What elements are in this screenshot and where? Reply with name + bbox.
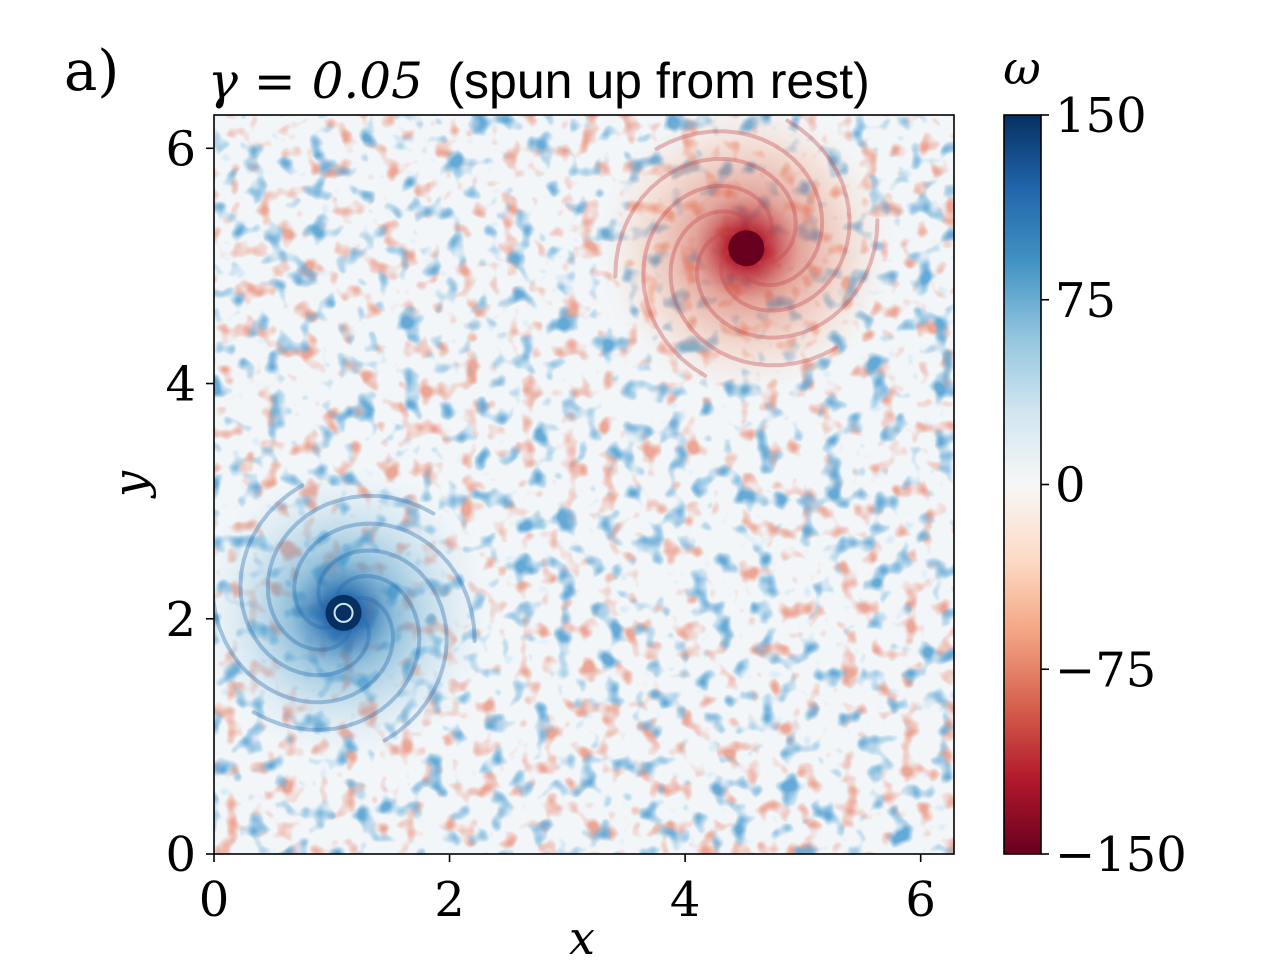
- colorbar: [1004, 115, 1041, 854]
- colorbar-axis: 150 75 0 −75 −150: [1041, 88, 1187, 883]
- x-tick-label: 4: [670, 872, 701, 928]
- x-tick-label: 0: [199, 872, 230, 928]
- cyclone-vortex-arm: [292, 521, 477, 643]
- y-tick-label: 0: [165, 827, 196, 883]
- y-tick-label: 4: [165, 357, 196, 413]
- colorbar-label: ω: [1003, 41, 1041, 95]
- anticyclone-vortex-arm: [613, 156, 798, 279]
- cyclone-vortex-arm: [265, 493, 436, 652]
- x-tick-label: 6: [905, 872, 936, 928]
- title-math: γ = 0.05: [208, 52, 423, 110]
- anticyclone-vortex-arm: [654, 129, 825, 288]
- anticyclone-vortex-arm: [694, 218, 880, 340]
- cyclone-vortex-arm: [238, 483, 371, 678]
- y-axis: 0 2 4 6: [165, 121, 214, 883]
- cyclone-vortex-core: [325, 594, 362, 631]
- cyclone-vortex-arm: [316, 548, 449, 743]
- colorbar-tick-label: 150: [1055, 88, 1147, 144]
- colorbar-tick-label: 75: [1055, 273, 1116, 329]
- title-text: (spun up from rest): [447, 53, 869, 109]
- colorbar-tick-label: 0: [1055, 458, 1086, 514]
- vorticity-heatmap: [214, 115, 954, 854]
- cyclone-vortex-arm: [214, 583, 395, 705]
- y-axis-label: y: [103, 470, 157, 499]
- colorbar-tick-label: −150: [1055, 827, 1187, 883]
- anticyclone-vortex-core: [728, 230, 765, 267]
- panel-label: a): [64, 39, 119, 104]
- plot-frame: [213, 114, 955, 855]
- x-tick-label: 2: [434, 872, 465, 928]
- colorbar-tick-label: −75: [1055, 642, 1156, 698]
- anticyclone-vortex-arm: [668, 209, 839, 368]
- cyclone-vortex-arm: [251, 573, 422, 732]
- x-axis: 0 2 4 6: [199, 854, 936, 928]
- anticyclone-vortex-arm: [641, 183, 774, 378]
- chart-title: γ = 0.05 (spun up from rest): [208, 52, 870, 110]
- x-axis-label: x: [569, 911, 595, 960]
- y-tick-label: 2: [165, 592, 196, 648]
- anticyclone-vortex-arm: [719, 118, 852, 313]
- y-tick-label: 6: [165, 121, 196, 177]
- cyclone-vortex-ring: [333, 602, 354, 623]
